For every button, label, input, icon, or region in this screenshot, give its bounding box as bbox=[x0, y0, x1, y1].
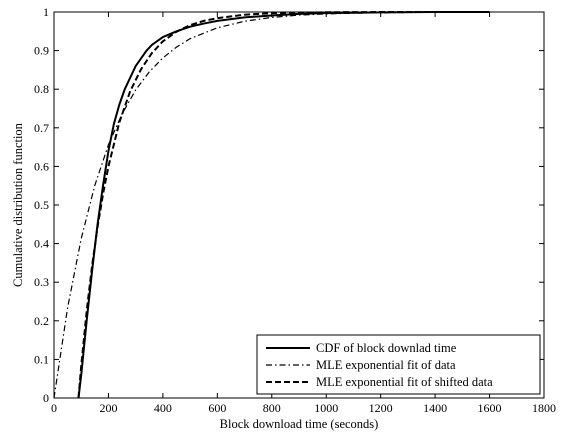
x-axis-label: Block download time (seconds) bbox=[220, 417, 379, 431]
x-tick-label: 800 bbox=[263, 401, 281, 415]
x-tick-label: 1200 bbox=[369, 401, 393, 415]
series-line-cdf bbox=[77, 11, 490, 399]
y-axis-label: Cumulative distribution function bbox=[11, 122, 25, 287]
x-tick-label: 1600 bbox=[478, 401, 502, 415]
x-tick-label: 0 bbox=[51, 401, 57, 415]
series-line-mle-shifted-fit bbox=[77, 11, 490, 399]
x-tick-label: 600 bbox=[208, 401, 226, 415]
x-tick-label: 1000 bbox=[314, 401, 338, 415]
y-tick-label: 0.4 bbox=[34, 237, 49, 251]
legend-label-cdf: CDF of block downlad time bbox=[316, 341, 457, 355]
y-tick-label: 0.6 bbox=[34, 159, 49, 173]
y-tick-label: 0 bbox=[43, 391, 49, 405]
y-tick-label: 0.8 bbox=[34, 82, 49, 96]
x-tick-label: 400 bbox=[154, 401, 172, 415]
y-tick-label: 0.2 bbox=[34, 314, 49, 328]
legend-label-mle-fit: MLE exponential fit of data bbox=[316, 358, 456, 372]
axis-tick-labels: 0 200 400 600 800 1000 1200 1400 1600 1800 0 0.1 0.2… bbox=[34, 5, 556, 415]
x-tick-label: 1400 bbox=[423, 401, 447, 415]
legend-box bbox=[256, 334, 541, 395]
y-tick-label: 0.3 bbox=[34, 275, 49, 289]
x-tick-label: 200 bbox=[99, 401, 117, 415]
y-tick-label: 1 bbox=[43, 5, 49, 19]
legend-label-mle-shifted-fit: MLE exponential fit of shifted data bbox=[316, 375, 493, 389]
series-line-mle-fit bbox=[53, 11, 490, 399]
x-tick-label: 1800 bbox=[532, 401, 556, 415]
series-lines bbox=[53, 11, 490, 399]
y-tick-label: 0.5 bbox=[34, 198, 49, 212]
y-tick-label: 0.7 bbox=[34, 121, 49, 135]
y-tick-label: 0.1 bbox=[34, 352, 49, 366]
legend: CDF of block downlad time MLE exponentia… bbox=[256, 334, 541, 395]
y-tick-label: 0.9 bbox=[34, 44, 49, 58]
